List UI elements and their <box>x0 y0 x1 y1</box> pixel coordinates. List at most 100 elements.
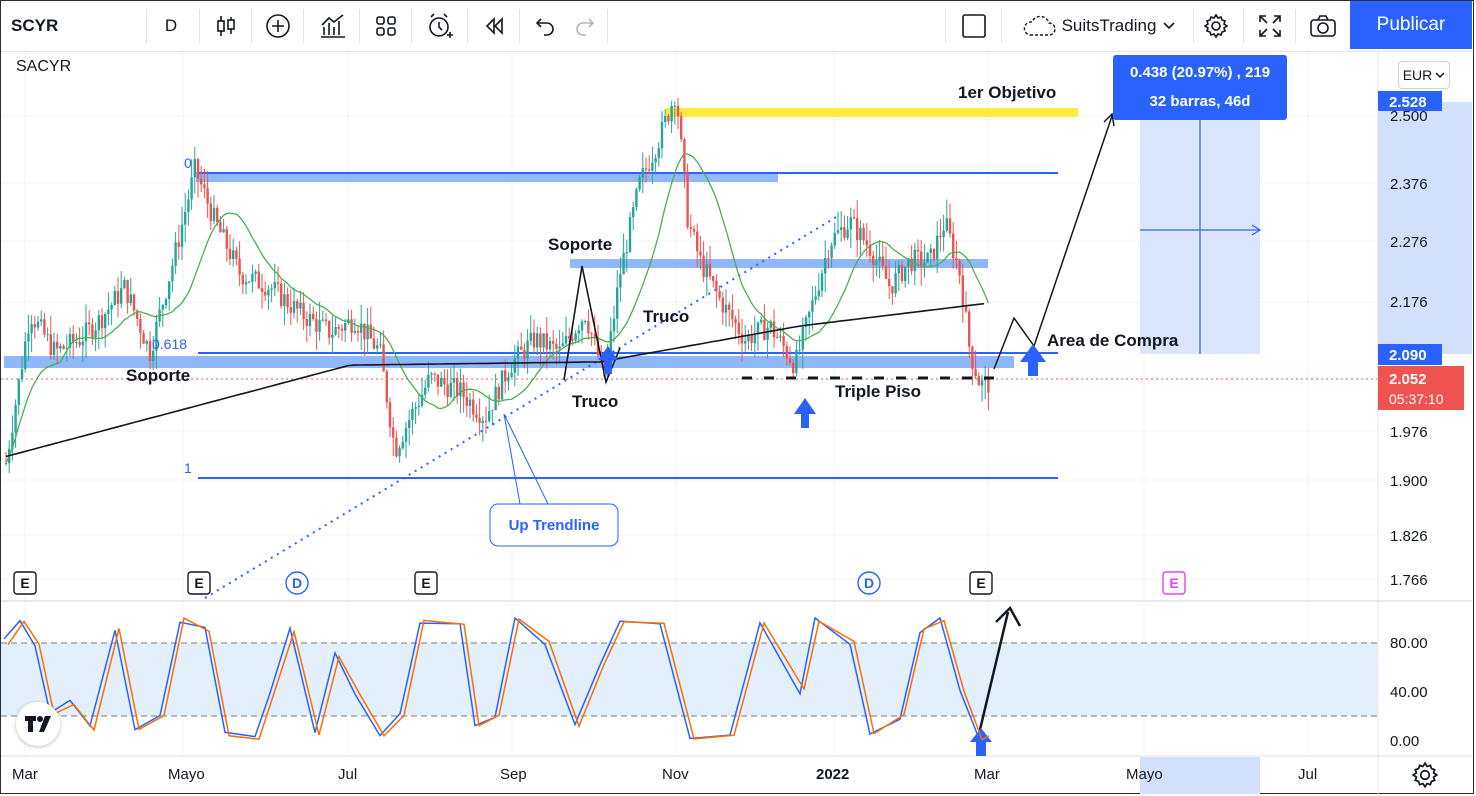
countdown-text: 05:37:10 <box>1389 391 1444 407</box>
candle-body <box>270 288 273 290</box>
earnings-marker[interactable]: E <box>187 571 211 595</box>
ma-green <box>5 152 990 464</box>
interval-button[interactable]: D <box>151 1 191 51</box>
candle-body <box>305 319 308 326</box>
candle-body <box>24 341 27 370</box>
ma-black <box>5 302 985 458</box>
candle-body <box>980 380 984 386</box>
candle-body <box>750 334 753 344</box>
candle-body <box>430 373 433 375</box>
candle-body <box>254 271 257 274</box>
fullscreen-button[interactable] <box>1251 1 1289 51</box>
candle-body <box>446 384 449 397</box>
candle-body <box>196 159 200 179</box>
candle-body <box>542 333 545 348</box>
time-label: Nov <box>662 766 689 783</box>
candle-body <box>872 255 875 265</box>
alert-button[interactable] <box>421 1 461 51</box>
stoch-tick: 0.00 <box>1390 733 1419 750</box>
candle-body <box>590 333 593 335</box>
candle-body <box>203 184 206 189</box>
support-zone-mid <box>570 259 988 268</box>
add-compare-button[interactable] <box>259 1 297 51</box>
candle-body <box>219 222 222 233</box>
candle-body <box>785 346 788 359</box>
candle-body <box>289 307 292 313</box>
candle-body <box>180 224 184 247</box>
price-badge-top <box>1378 91 1442 111</box>
price-badge-low <box>1378 344 1442 365</box>
candle-body <box>344 323 347 331</box>
candle-body <box>577 330 580 334</box>
candle-body <box>497 386 500 400</box>
candle-body <box>129 294 132 304</box>
indicators-button[interactable] <box>313 1 353 51</box>
candle-body <box>168 281 171 299</box>
publish-button[interactable]: Publicar <box>1350 1 1472 49</box>
candle-body <box>504 370 507 382</box>
price-badge-low-text: 2.090 <box>1389 347 1427 364</box>
account-layout-button[interactable]: SuitsTrading <box>1009 1 1189 51</box>
top-toolbar: SCYR D SuitsTrading <box>1 1 1473 52</box>
earnings-marker[interactable]: E <box>969 571 993 595</box>
candle-body <box>292 301 296 313</box>
dividend-marker[interactable]: D <box>857 571 881 595</box>
dividend-marker[interactable]: D <box>285 571 309 595</box>
candle-body <box>545 333 548 350</box>
alert-icon <box>429 13 453 38</box>
candle-body <box>654 158 657 163</box>
buy-arrow-2 <box>794 398 816 428</box>
axis-settings-icon[interactable] <box>1410 760 1440 790</box>
undo-button[interactable] <box>527 1 563 51</box>
snapshot-button[interactable] <box>1303 1 1343 51</box>
candle-body <box>776 337 779 339</box>
candle-body <box>43 319 46 335</box>
candle-body <box>878 256 881 261</box>
candle-body <box>436 374 440 387</box>
fib-label-0618: 0.618 <box>152 336 187 352</box>
redo-button[interactable] <box>567 1 603 51</box>
layout-grid-icon <box>376 16 396 36</box>
symbol-search-button[interactable]: SCYR <box>11 1 81 51</box>
target-line <box>666 108 1078 117</box>
candle-body <box>820 273 824 291</box>
time-label: Mayo <box>168 766 205 783</box>
candle-body <box>520 346 523 350</box>
candle-body <box>184 211 187 225</box>
candle-body <box>171 265 174 282</box>
tradingview-logo-icon <box>25 716 51 732</box>
candle-body <box>744 341 747 344</box>
earnings-marker-future[interactable]: E <box>1162 571 1186 595</box>
layout-button[interactable] <box>367 1 405 51</box>
candle-body <box>260 288 264 292</box>
candle-body <box>891 286 894 294</box>
trendline-callout <box>489 503 619 547</box>
candle-body <box>926 252 929 263</box>
earnings-marker[interactable]: E <box>414 571 438 595</box>
candle-body <box>440 377 443 387</box>
candle-body <box>868 245 872 256</box>
candle-body <box>753 334 756 344</box>
add-indicator-icon <box>266 14 290 38</box>
up-trendline <box>204 215 839 599</box>
replay-button[interactable] <box>475 1 513 51</box>
candle-body <box>852 217 856 219</box>
settings-button[interactable] <box>1197 1 1235 51</box>
time-label: Jul <box>338 766 357 783</box>
account-name: SuitsTrading <box>1061 16 1157 35</box>
candle-body <box>465 396 468 406</box>
candle-body <box>155 321 158 351</box>
candle-body <box>939 235 942 238</box>
candle-body <box>369 324 372 339</box>
candle-body <box>88 322 91 325</box>
tradingview-logo[interactable] <box>16 702 60 746</box>
candle-body <box>932 248 936 260</box>
earnings-marker[interactable]: E <box>13 571 37 595</box>
candle-body <box>433 373 436 375</box>
candle-body <box>241 274 244 285</box>
candle-body <box>414 407 417 409</box>
bar-style-button[interactable] <box>207 1 245 51</box>
fullscreen-window-button[interactable] <box>955 1 993 51</box>
currency-select[interactable]: EUR <box>1398 61 1450 89</box>
